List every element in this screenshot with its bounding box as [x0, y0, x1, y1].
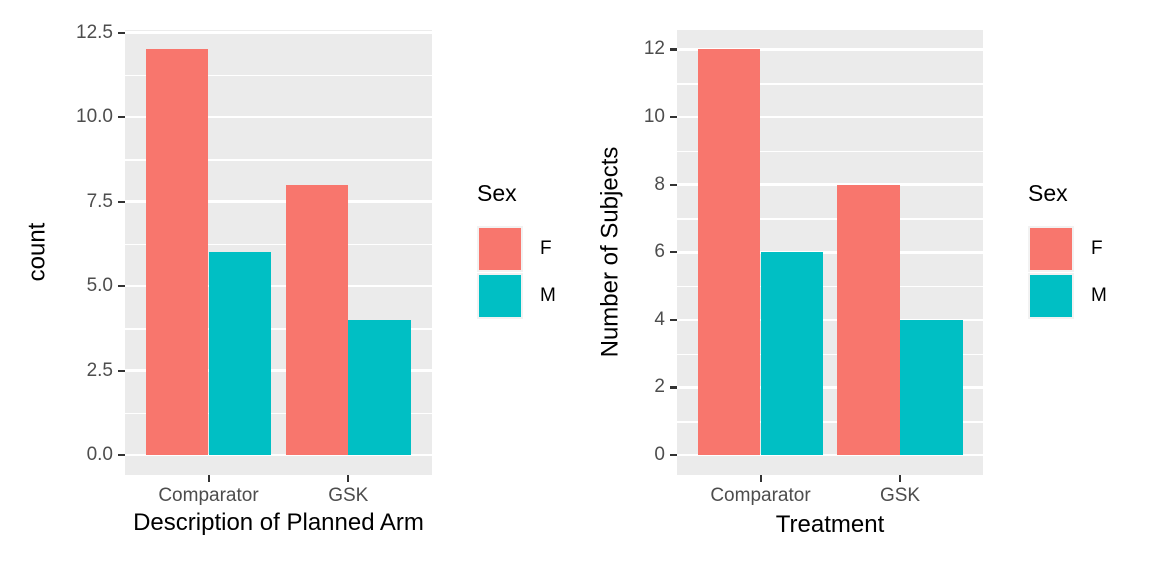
major-gridline	[125, 115, 432, 119]
legend-key-m: M	[477, 273, 556, 319]
minor-gridline	[125, 159, 432, 161]
legend-label-m: M	[540, 285, 556, 306]
major-gridline	[125, 453, 432, 457]
y-tick-label: 2	[654, 376, 665, 398]
x-tick-label: GSK	[328, 485, 369, 506]
major-gridline	[677, 251, 983, 254]
bar-comparator-m	[208, 252, 272, 455]
y-tick-mark	[670, 318, 677, 321]
minor-gridline	[677, 83, 983, 85]
x-tick-label: GSK	[879, 485, 921, 506]
legend-label-m: M	[1091, 285, 1107, 306]
bar-gsk-f	[285, 184, 349, 455]
y-tick-label: 10.0	[76, 106, 113, 127]
major-gridline	[677, 183, 983, 186]
y-tick-mark	[670, 251, 677, 254]
x-tick-mark	[347, 475, 350, 482]
x-axis-title-left: Description of Planned Arm	[133, 509, 424, 536]
major-gridline	[677, 453, 983, 457]
major-gridline	[125, 31, 432, 34]
minor-gridline	[677, 150, 983, 153]
major-gridline	[677, 115, 983, 119]
minor-gridline	[677, 218, 983, 220]
minor-gridline	[677, 421, 983, 423]
minor-gridline	[125, 328, 432, 330]
x-axis-title-right: Treatment	[775, 511, 885, 538]
y-tick-mark	[670, 183, 677, 186]
legend-key-m: M	[1028, 273, 1107, 319]
y-tick-label: 12	[643, 38, 665, 60]
major-gridline	[677, 48, 983, 51]
legend-swatch-f	[1028, 226, 1074, 272]
legend-label-f: F	[540, 238, 552, 259]
bar-gsk-m	[900, 319, 963, 455]
y-tick-mark	[118, 285, 125, 288]
minor-gridline	[677, 353, 983, 355]
bar-comparator-f	[697, 49, 761, 455]
y-tick-mark	[670, 454, 677, 457]
y-tick-mark	[118, 200, 125, 203]
bar-gsk-f	[837, 184, 900, 455]
plot-panel-right	[677, 30, 983, 475]
y-tick-mark	[118, 454, 125, 457]
y-tick-mark	[670, 48, 677, 51]
y-tick-label: 0	[654, 444, 665, 465]
minor-gridline	[125, 412, 432, 415]
x-tick-label: Comparator	[710, 485, 811, 506]
legend-swatch-f	[477, 226, 523, 272]
y-axis-title-left: count	[23, 222, 50, 282]
y-tick-label: 6	[654, 241, 665, 263]
minor-gridline	[677, 286, 983, 288]
legend-label-f: F	[1091, 238, 1103, 259]
minor-gridline	[125, 74, 432, 77]
legend-swatch-m	[477, 273, 523, 319]
y-tick-mark	[118, 31, 125, 34]
major-gridline	[677, 318, 983, 322]
bar-comparator-f	[145, 49, 209, 455]
x-tick-mark	[759, 475, 762, 482]
y-tick-mark	[118, 369, 125, 372]
legend-left: Sex F M	[477, 180, 556, 320]
y-tick-mark	[670, 116, 677, 119]
y-tick-label: 4	[654, 308, 665, 330]
plot-panel-left	[125, 30, 432, 475]
x-tick-mark	[207, 475, 210, 482]
major-gridline	[125, 284, 432, 288]
y-tick-label: 12.5	[76, 21, 113, 43]
legend-title: Sex	[1028, 180, 1068, 206]
y-tick-label: 5.0	[86, 275, 113, 296]
legend-key-f: F	[1028, 226, 1107, 272]
bar-gsk-m	[348, 319, 412, 455]
y-tick-mark	[670, 386, 677, 389]
legend-key-f: F	[477, 226, 556, 272]
y-tick-label: 8	[654, 173, 665, 195]
x-tick-mark	[899, 475, 902, 482]
x-tick-label: Comparator	[158, 485, 259, 506]
legend-swatch-m	[1028, 273, 1074, 319]
minor-gridline	[125, 243, 432, 246]
y-tick-label: 2.5	[86, 359, 113, 381]
legend-title: Sex	[477, 180, 517, 206]
y-tick-label: 7.5	[86, 190, 113, 212]
bar-comparator-m	[760, 252, 824, 455]
y-tick-mark	[118, 116, 125, 119]
major-gridline	[125, 369, 432, 372]
major-gridline	[677, 386, 983, 389]
y-tick-label: 0.0	[86, 444, 113, 465]
legend-right: Sex F M	[1028, 180, 1107, 320]
major-gridline	[125, 200, 432, 203]
y-tick-label: 10	[643, 106, 665, 127]
